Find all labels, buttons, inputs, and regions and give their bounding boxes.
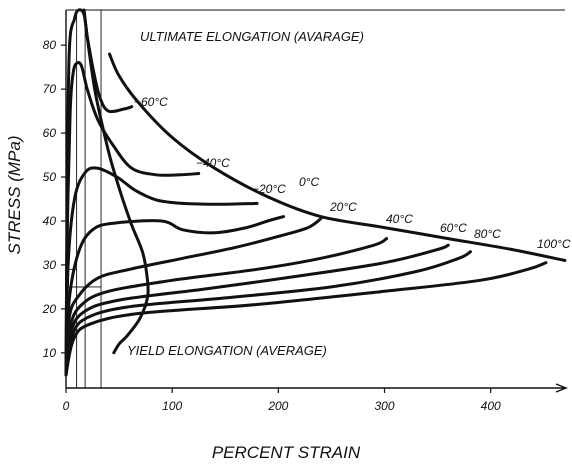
annotation-yield-elongation: YIELD ELONGATION (AVERAGE)	[127, 343, 327, 358]
series-label-20CC: −20°C	[252, 182, 286, 196]
annotation-ultimate-elongation: ULTIMATE ELONGATION (AVARAGE)	[140, 29, 364, 44]
series-label-40CC: −40°C	[196, 156, 230, 170]
series-label-0CC: 0°C	[299, 175, 319, 189]
y-axis-ticks: 10 20 30 40 50 60 70 80	[42, 38, 66, 360]
x-tick-label: 0	[63, 399, 70, 413]
y-tick-label: 60	[43, 126, 57, 140]
y-tick-label: 20	[42, 302, 57, 316]
y-tick-label: 70	[43, 82, 57, 96]
series-label-60CC: −60°C	[134, 95, 168, 109]
series-label-20CC: 20°C	[329, 200, 357, 214]
series-label-40CC: 40°C	[386, 212, 413, 226]
y-tick-label: 30	[43, 258, 57, 272]
y-axis-title: STRESS (MPa)	[5, 135, 24, 254]
series-label-100CC: 100°C	[537, 237, 571, 251]
x-axis-title: PERCENT STRAIN	[212, 443, 361, 462]
x-tick-label: 200	[267, 399, 288, 413]
y-tick-label: 40	[43, 214, 57, 228]
x-tick-label: 100	[162, 399, 182, 413]
x-tick-label: 400	[481, 399, 501, 413]
plot-frame	[66, 10, 566, 392]
y-tick-label: 50	[43, 170, 57, 184]
x-tick-label: 300	[374, 399, 394, 413]
x-axis-ticks: 0 100 200 300 400	[63, 388, 501, 413]
series-label-60CC: 60°C	[440, 221, 467, 235]
y-tick-label: 10	[43, 346, 57, 360]
curves	[66, 10, 565, 375]
series-label-80CC: 80°C	[474, 227, 501, 241]
y-tick-label: 80	[43, 38, 57, 52]
